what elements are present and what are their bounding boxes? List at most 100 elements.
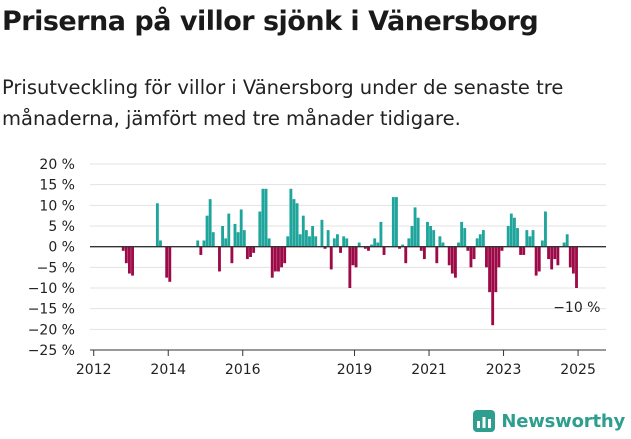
chart-bar bbox=[236, 232, 240, 247]
chart-bar bbox=[159, 240, 162, 247]
chart-bar bbox=[519, 246, 523, 255]
y-tick-label: 0 % bbox=[48, 240, 75, 256]
chart-bar bbox=[370, 244, 374, 247]
chart-bar bbox=[407, 238, 411, 247]
chart-bar bbox=[553, 246, 557, 260]
chart-bar bbox=[516, 228, 519, 247]
chart-bar bbox=[252, 246, 256, 253]
chart-bar bbox=[280, 246, 283, 268]
chart-bar bbox=[556, 246, 560, 266]
chart-bar bbox=[323, 246, 327, 249]
chart-bar bbox=[571, 246, 575, 274]
chart-bar bbox=[230, 246, 234, 264]
chart-bar bbox=[332, 238, 336, 247]
chart-bar bbox=[168, 246, 172, 282]
chart-bar bbox=[224, 238, 228, 247]
chart-bar bbox=[124, 246, 128, 264]
chart-bar bbox=[211, 232, 215, 247]
chart-bar bbox=[395, 197, 398, 247]
chart-bar bbox=[264, 188, 268, 247]
x-tick-label: 2023 bbox=[486, 362, 522, 378]
x-tick-label: 2019 bbox=[337, 362, 373, 378]
chart-bar bbox=[249, 246, 252, 257]
chart-bar bbox=[270, 246, 274, 278]
chart-bar bbox=[450, 246, 454, 274]
chart-bar bbox=[357, 242, 361, 247]
chart-bar bbox=[121, 246, 125, 251]
chart-bar bbox=[528, 236, 532, 247]
x-tick-label: 2021 bbox=[411, 362, 447, 378]
chart-bar bbox=[419, 246, 423, 251]
chart-bar bbox=[218, 246, 221, 272]
chart-bar bbox=[441, 242, 445, 247]
chart-bar bbox=[466, 246, 470, 251]
chart-bar bbox=[208, 199, 212, 247]
chart-bar bbox=[398, 246, 401, 249]
newsworthy-logo-icon bbox=[473, 410, 496, 432]
chart-bar bbox=[404, 246, 408, 264]
chart-bar bbox=[391, 197, 395, 247]
chart-bar bbox=[345, 238, 349, 247]
chart-bar bbox=[373, 238, 377, 247]
chart-bar bbox=[267, 238, 271, 247]
chart-bar bbox=[453, 246, 457, 278]
chart-bar bbox=[509, 213, 513, 247]
y-tick-label: −5 % bbox=[37, 260, 75, 276]
chart-bar bbox=[292, 199, 296, 247]
chart-bar bbox=[283, 246, 287, 264]
chart-bar bbox=[565, 234, 569, 247]
bar-layer bbox=[121, 188, 578, 326]
chart-bar bbox=[522, 246, 526, 255]
chart-bar bbox=[469, 246, 473, 268]
chart-bar bbox=[277, 246, 280, 272]
chart-bar bbox=[497, 246, 501, 268]
chart-bar bbox=[562, 242, 566, 247]
chart-bar bbox=[155, 203, 159, 247]
chart-bar bbox=[382, 246, 386, 255]
chart-bar bbox=[457, 242, 460, 247]
brand-name: Newsworthy bbox=[501, 410, 625, 432]
chart-bar bbox=[301, 215, 305, 247]
label-layer: 20 % 15 % 10 % 5 % 0 % −5 % −10 % −15 % −20 % −25… bbox=[28, 157, 601, 378]
newsworthy-brand: Newsworthy bbox=[473, 410, 625, 432]
chart-bar bbox=[342, 236, 346, 247]
chart-bar bbox=[196, 240, 200, 247]
chart-bar bbox=[379, 221, 383, 247]
chart-bar bbox=[500, 246, 504, 251]
chart-bar bbox=[416, 217, 420, 247]
chart-bar bbox=[320, 219, 324, 247]
chart-bar bbox=[354, 246, 358, 268]
chart-bar bbox=[432, 230, 436, 247]
chart-bar bbox=[376, 242, 380, 247]
chart-bar bbox=[534, 246, 538, 276]
y-tick-label: −25 % bbox=[28, 343, 75, 359]
chart-bar bbox=[506, 226, 510, 247]
chart-bar bbox=[329, 246, 333, 270]
y-tick-label: 20 % bbox=[39, 157, 75, 173]
y-tick-label: −15 % bbox=[28, 302, 75, 318]
chart-bar bbox=[339, 246, 342, 253]
grid-layer bbox=[90, 163, 606, 351]
chart-bar bbox=[199, 246, 203, 255]
chart-bar bbox=[537, 246, 541, 272]
chart-bar bbox=[242, 230, 246, 247]
chart-bar bbox=[295, 203, 299, 247]
chart-bar bbox=[363, 246, 367, 249]
x-tick-label: 2016 bbox=[225, 362, 261, 378]
chart-title: Priserna på villor sjönk i Vänersborg bbox=[2, 6, 539, 37]
chart-bar bbox=[544, 211, 547, 247]
y-tick-label: 5 % bbox=[48, 219, 75, 235]
chart-bar bbox=[531, 230, 535, 247]
x-tick-label: 2012 bbox=[76, 362, 112, 378]
chart-bar bbox=[426, 221, 429, 247]
chart-bar bbox=[429, 226, 433, 247]
chart-bar bbox=[131, 246, 134, 276]
chart-bar bbox=[273, 246, 277, 272]
chart-bar bbox=[547, 246, 550, 260]
x-tick-label: 2014 bbox=[150, 362, 186, 378]
chart-bar bbox=[314, 236, 318, 247]
last-value-label: −10 % bbox=[553, 300, 600, 316]
chart-bar bbox=[311, 226, 315, 247]
chart-subtitle: Prisutveckling för villor i Vänersborg u… bbox=[2, 76, 564, 130]
